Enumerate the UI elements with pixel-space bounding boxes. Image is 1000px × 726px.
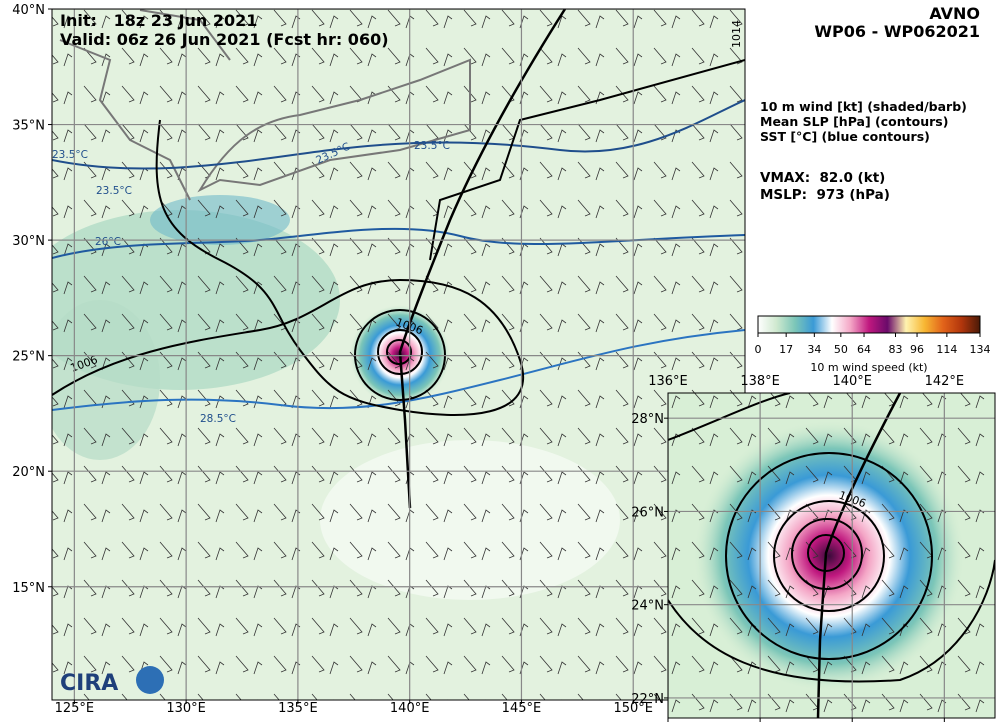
main-map: 1006 1006 1014 23.5°C 23.5°C 23.5°C 23.5… [52,9,745,700]
y-tick-label: 35°N [12,119,45,134]
contour-label: 1014 [730,20,743,48]
slp-contour [725,452,933,660]
sst-contour [52,99,745,170]
inset-frame [667,392,996,719]
colorbar-tick-label: 64 [857,343,871,356]
y-tick-label: 28°N [631,412,664,427]
y-tick-label: 25°N [12,350,45,365]
storm-track [816,393,902,718]
logo: CIRA [60,666,164,696]
slp-contour [791,518,863,590]
mslp: MSLP: 973 (hPa) [760,187,890,203]
y-tick-label: 24°N [631,599,664,614]
y-tick-label: 15°N [12,581,45,596]
x-tick-label: 130°E [166,701,206,716]
x-tick-label: 135°E [278,701,318,716]
logo-text: CIRA [60,671,118,696]
x-tick-label: 142°E [925,374,965,389]
contour-label: 23.5°C [52,149,88,161]
y-tick-label: 40°N [12,3,45,18]
model-name: AVNO [929,4,980,23]
wind-barbs [52,9,745,700]
colorbar-tick-label: 96 [910,343,924,356]
colorbar-tick-label: 34 [807,343,821,356]
wind-barbs [668,393,995,718]
colorbar-tick-label: 114 [936,343,957,356]
x-tick-label: 140°E [832,374,872,389]
x-tick-label: 145°E [502,701,542,716]
colorbar-tick-label: 50 [834,343,848,356]
y-tick-label: 26°N [631,505,664,520]
init-time: Init: 18z 23 Jun 2021 [60,11,257,30]
x-tick-label: 140°E [390,701,430,716]
colorbar-tick-label: 17 [779,343,793,356]
legend-line: Mean SLP [hPa] (contours) [760,114,948,129]
storm-track [398,9,567,509]
y-tick-label: 22°N [631,692,664,707]
colorbar-tick-label: 134 [970,343,991,356]
storm-id: WP06 - WP062021 [814,22,980,41]
coastline [59,9,231,201]
valid-time: Valid: 06z 26 Jun 2021 (Fcst hr: 060) [60,30,389,49]
sst-contour [52,227,745,259]
y-tick-label: 20°N [12,465,45,480]
colorbar-label: 10 m wind speed (kt) [810,361,927,374]
y-tick-label: 30°N [12,234,45,249]
colorbar [757,315,981,334]
coastline [197,58,471,193]
colorbar-tick-label: 83 [889,343,903,356]
slp-contour [52,59,745,416]
sst-contour [52,329,745,411]
vmax: VMAX: 82.0 (kt) [760,170,885,186]
inset-grid [668,393,995,718]
colorbar-tick-label: 0 [755,343,762,356]
slp-contour [773,500,885,612]
slp-contour [377,329,423,375]
contour-label: 23.5°C [414,140,450,152]
x-tick-label: 138°E [740,374,780,389]
inset-map: 1006 [668,393,995,718]
slp-contour [386,339,412,365]
x-tick-label: 125°E [55,701,95,716]
legend-line: SST [°C] (blue contours) [760,129,930,144]
x-tick-label: 136°E [648,374,688,389]
main-grid [52,9,745,700]
x-tick-label: 150°E [613,701,653,716]
colorbar-ticks: 0 17 34 50 64 83 96 114 134 [755,333,991,356]
contour-label: 28.5°C [200,413,236,425]
contour-label: 26°C [95,236,121,248]
contour-label: 23.5°C [96,185,132,197]
slp-contour [668,393,995,683]
logo-globe [136,666,164,694]
legend-line: 10 m wind [kt] (shaded/barb) [760,99,967,114]
main-frame [51,8,746,701]
slp-contour [354,309,446,401]
